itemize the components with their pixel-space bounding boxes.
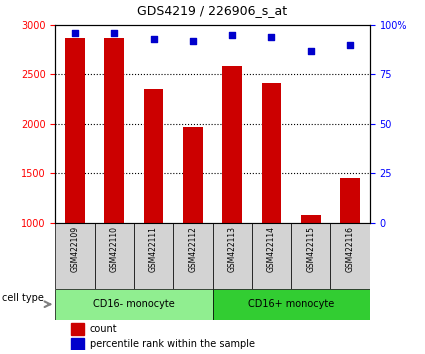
Bar <box>183 127 203 223</box>
Bar <box>291 223 331 289</box>
Bar <box>173 223 212 289</box>
Text: count: count <box>90 324 117 334</box>
Bar <box>340 178 360 223</box>
Bar <box>212 223 252 289</box>
Point <box>190 38 196 44</box>
Bar <box>71 323 84 335</box>
Text: cell type: cell type <box>2 293 44 303</box>
Bar <box>94 223 134 289</box>
Point <box>111 30 118 35</box>
Text: GSM422112: GSM422112 <box>188 226 197 272</box>
Point <box>307 48 314 53</box>
Bar <box>331 223 370 289</box>
Text: GSM422110: GSM422110 <box>110 226 119 272</box>
Bar <box>65 38 85 223</box>
Point <box>347 42 354 47</box>
Text: GDS4219 / 226906_s_at: GDS4219 / 226906_s_at <box>137 4 288 17</box>
Bar <box>252 223 291 289</box>
Text: GSM422116: GSM422116 <box>346 226 354 272</box>
Text: percentile rank within the sample: percentile rank within the sample <box>90 339 255 349</box>
Text: CD16+ monocyte: CD16+ monocyte <box>248 299 334 309</box>
Bar <box>55 223 94 289</box>
Bar <box>144 89 163 223</box>
Text: GSM422115: GSM422115 <box>306 226 315 272</box>
Text: GSM422113: GSM422113 <box>228 226 237 272</box>
Bar <box>134 223 173 289</box>
Point <box>150 36 157 41</box>
Point <box>71 30 78 35</box>
Point <box>268 34 275 40</box>
Text: GSM422111: GSM422111 <box>149 226 158 272</box>
Bar <box>301 215 320 223</box>
Point <box>229 32 235 38</box>
Text: CD16- monocyte: CD16- monocyte <box>93 299 175 309</box>
Text: GSM422109: GSM422109 <box>71 226 79 272</box>
Bar <box>71 338 84 350</box>
Bar <box>212 289 370 320</box>
Bar <box>55 289 212 320</box>
Bar <box>222 66 242 223</box>
Text: GSM422114: GSM422114 <box>267 226 276 272</box>
Bar <box>105 38 124 223</box>
Bar <box>262 83 281 223</box>
